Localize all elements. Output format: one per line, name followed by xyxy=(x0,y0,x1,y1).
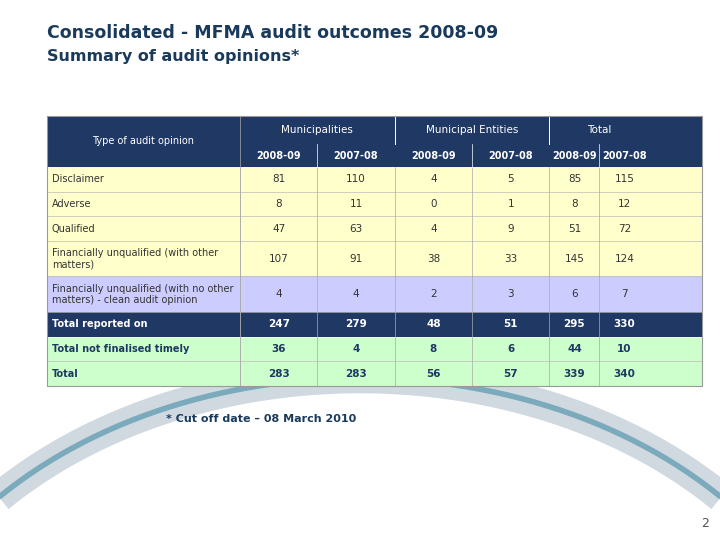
Text: 247: 247 xyxy=(268,319,289,329)
Text: Disclaimer: Disclaimer xyxy=(52,174,104,184)
Text: 8: 8 xyxy=(430,344,437,354)
Text: Type of audit opinion: Type of audit opinion xyxy=(92,137,194,146)
FancyBboxPatch shape xyxy=(47,361,702,386)
Text: * Cut off date – 08 March 2010: * Cut off date – 08 March 2010 xyxy=(166,414,356,423)
Text: 2008-09: 2008-09 xyxy=(411,151,456,160)
Text: 330: 330 xyxy=(613,319,635,329)
Text: 63: 63 xyxy=(349,224,363,234)
Text: 91: 91 xyxy=(349,254,363,264)
Text: 72: 72 xyxy=(618,224,631,234)
FancyBboxPatch shape xyxy=(47,116,702,167)
FancyBboxPatch shape xyxy=(47,312,702,337)
Text: Total: Total xyxy=(52,369,78,379)
Text: 4: 4 xyxy=(430,224,437,234)
Text: 339: 339 xyxy=(564,369,585,379)
Text: 38: 38 xyxy=(427,254,440,264)
Text: 51: 51 xyxy=(568,224,581,234)
Text: 283: 283 xyxy=(345,369,367,379)
Text: 47: 47 xyxy=(272,224,285,234)
Text: 8: 8 xyxy=(571,199,577,209)
Text: 4: 4 xyxy=(352,344,360,354)
Text: Financially unqualified (with other
matters): Financially unqualified (with other matt… xyxy=(52,248,218,269)
Text: 8: 8 xyxy=(276,199,282,209)
FancyBboxPatch shape xyxy=(47,276,702,312)
Text: 36: 36 xyxy=(271,344,286,354)
FancyBboxPatch shape xyxy=(47,241,702,276)
FancyBboxPatch shape xyxy=(47,167,702,192)
Text: 6: 6 xyxy=(507,344,514,354)
Text: 85: 85 xyxy=(568,174,581,184)
FancyBboxPatch shape xyxy=(47,216,702,241)
Text: 33: 33 xyxy=(504,254,517,264)
Text: Total reported on: Total reported on xyxy=(52,319,148,329)
Text: 110: 110 xyxy=(346,174,366,184)
Text: Summary of audit opinions*: Summary of audit opinions* xyxy=(47,49,300,64)
Text: 283: 283 xyxy=(268,369,289,379)
Text: 124: 124 xyxy=(615,254,634,264)
Text: 10: 10 xyxy=(617,344,631,354)
Text: 2008-09: 2008-09 xyxy=(552,151,597,160)
Text: 2008-09: 2008-09 xyxy=(256,151,301,160)
Text: Municipalities: Municipalities xyxy=(282,125,354,135)
Text: 7: 7 xyxy=(621,289,628,299)
Text: 81: 81 xyxy=(272,174,285,184)
Text: 44: 44 xyxy=(567,344,582,354)
Text: 2007-08: 2007-08 xyxy=(334,151,379,160)
Text: 107: 107 xyxy=(269,254,289,264)
Text: 279: 279 xyxy=(345,319,367,329)
FancyBboxPatch shape xyxy=(47,337,702,361)
Text: 57: 57 xyxy=(503,369,518,379)
Text: Total not finalised timely: Total not finalised timely xyxy=(52,344,189,354)
Text: 2007-08: 2007-08 xyxy=(602,151,647,160)
Text: 295: 295 xyxy=(564,319,585,329)
Text: 48: 48 xyxy=(426,319,441,329)
Text: 12: 12 xyxy=(618,199,631,209)
Text: Consolidated - MFMA audit outcomes 2008-09: Consolidated - MFMA audit outcomes 2008-… xyxy=(47,24,498,42)
Text: 145: 145 xyxy=(564,254,585,264)
Text: Total: Total xyxy=(588,125,612,135)
Text: 1: 1 xyxy=(508,199,514,209)
Text: 3: 3 xyxy=(508,289,514,299)
Text: 2007-08: 2007-08 xyxy=(488,151,533,160)
Text: 4: 4 xyxy=(276,289,282,299)
Text: 51: 51 xyxy=(503,319,518,329)
Text: Qualified: Qualified xyxy=(52,224,96,234)
Text: 4: 4 xyxy=(430,174,437,184)
Text: 0: 0 xyxy=(430,199,436,209)
Text: 340: 340 xyxy=(613,369,636,379)
Text: Adverse: Adverse xyxy=(52,199,91,209)
Text: 6: 6 xyxy=(571,289,577,299)
Text: Municipal Entities: Municipal Entities xyxy=(426,125,518,135)
FancyBboxPatch shape xyxy=(47,192,702,216)
Text: Financially unqualified (with no other
matters) - clean audit opinion: Financially unqualified (with no other m… xyxy=(52,284,233,305)
Text: 2: 2 xyxy=(701,517,709,530)
Text: 56: 56 xyxy=(426,369,441,379)
Text: 2: 2 xyxy=(430,289,437,299)
Text: 5: 5 xyxy=(508,174,514,184)
Text: 9: 9 xyxy=(508,224,514,234)
Text: 4: 4 xyxy=(353,289,359,299)
Text: 115: 115 xyxy=(615,174,634,184)
Text: 11: 11 xyxy=(349,199,363,209)
